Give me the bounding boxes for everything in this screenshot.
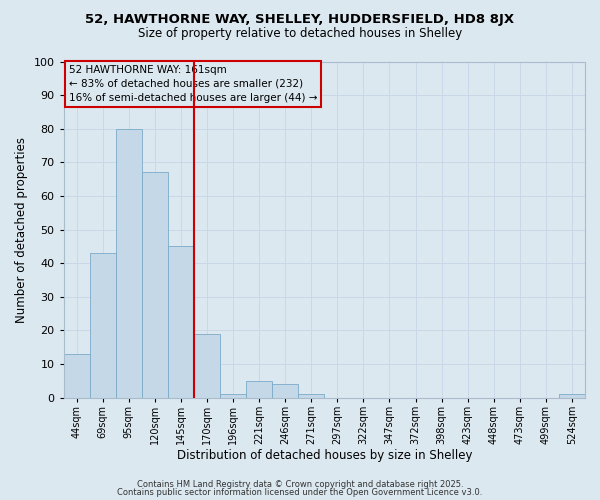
Bar xyxy=(64,354,89,398)
X-axis label: Distribution of detached houses by size in Shelley: Distribution of detached houses by size … xyxy=(176,450,472,462)
Bar xyxy=(116,128,142,398)
Y-axis label: Number of detached properties: Number of detached properties xyxy=(15,136,28,322)
Bar xyxy=(272,384,298,398)
Text: 52 HAWTHORNE WAY: 161sqm
← 83% of detached houses are smaller (232)
16% of semi-: 52 HAWTHORNE WAY: 161sqm ← 83% of detach… xyxy=(69,65,317,103)
Bar xyxy=(89,253,116,398)
Bar xyxy=(142,172,168,398)
Text: Contains HM Land Registry data © Crown copyright and database right 2025.: Contains HM Land Registry data © Crown c… xyxy=(137,480,463,489)
Bar xyxy=(559,394,585,398)
Text: Size of property relative to detached houses in Shelley: Size of property relative to detached ho… xyxy=(138,28,462,40)
Text: 52, HAWTHORNE WAY, SHELLEY, HUDDERSFIELD, HD8 8JX: 52, HAWTHORNE WAY, SHELLEY, HUDDERSFIELD… xyxy=(85,12,515,26)
Text: Contains public sector information licensed under the Open Government Licence v3: Contains public sector information licen… xyxy=(118,488,482,497)
Bar xyxy=(194,334,220,398)
Bar xyxy=(298,394,324,398)
Bar xyxy=(246,381,272,398)
Bar xyxy=(168,246,194,398)
Bar xyxy=(220,394,246,398)
